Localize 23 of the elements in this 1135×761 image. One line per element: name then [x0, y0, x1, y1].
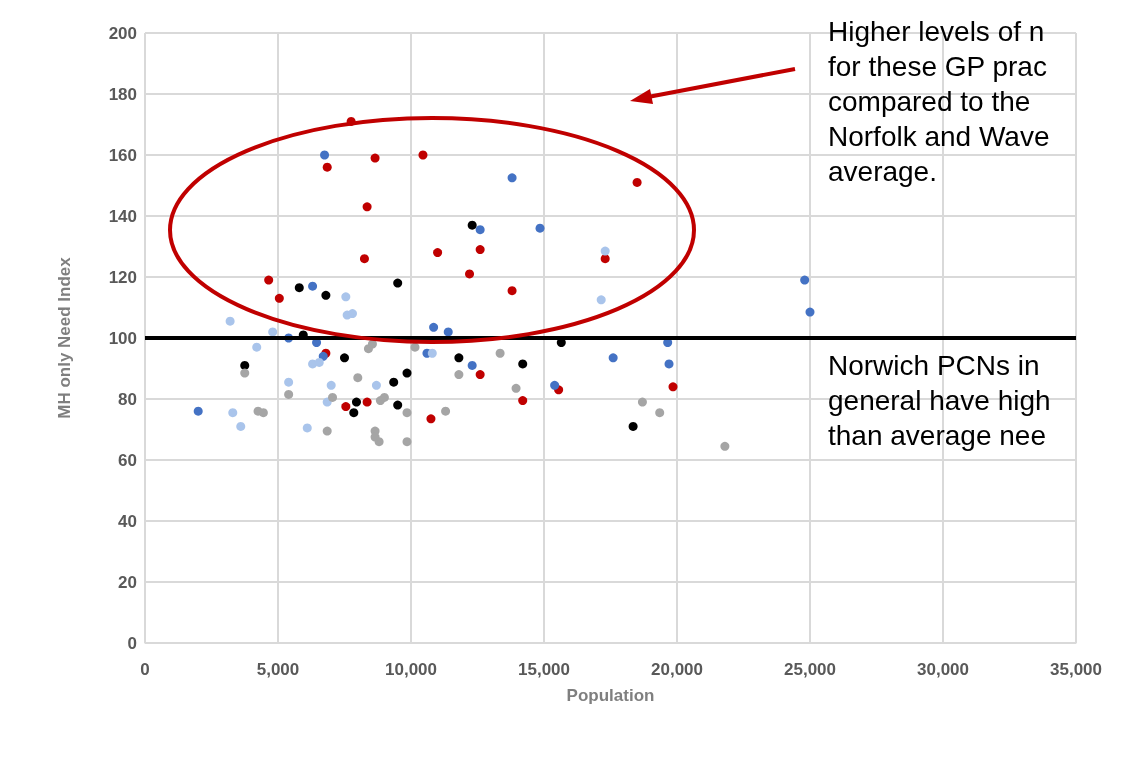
- y-tick-label: 100: [108, 328, 137, 348]
- x-tick-label: 35,000: [1050, 660, 1102, 679]
- x-tick-label: 15,000: [518, 660, 570, 679]
- y-tick-label: 0: [127, 633, 137, 653]
- x-axis-title: Population: [566, 686, 655, 705]
- y-tick-label: 120: [108, 267, 137, 287]
- y-tick-label: 20: [118, 572, 137, 592]
- y-tick-label: 180: [108, 84, 137, 104]
- x-tick-label: 0: [140, 660, 150, 679]
- x-tick-label: 25,000: [784, 660, 836, 679]
- y-tick-label: 160: [108, 145, 137, 165]
- y-axis-title: MH only Need Index: [55, 256, 74, 419]
- x-tick-label: 5,000: [256, 660, 300, 679]
- y-tick-label: 40: [118, 511, 137, 531]
- y-tick-label: 200: [108, 23, 137, 43]
- y-tick-label: 80: [118, 389, 137, 409]
- y-tick-label: 60: [118, 450, 137, 470]
- x-tick-label: 20,000: [651, 660, 703, 679]
- annotation: Higher levels of n for these GP prac compared to the Norfolk and Wave average.: [827, 15, 1051, 189]
- x-tick-label: 30,000: [917, 660, 969, 679]
- annotation: Norwich PCNs in general have high than average nee: [827, 349, 1052, 453]
- x-tick-label: 10,000: [385, 660, 437, 679]
- y-tick-label: 140: [108, 206, 137, 226]
